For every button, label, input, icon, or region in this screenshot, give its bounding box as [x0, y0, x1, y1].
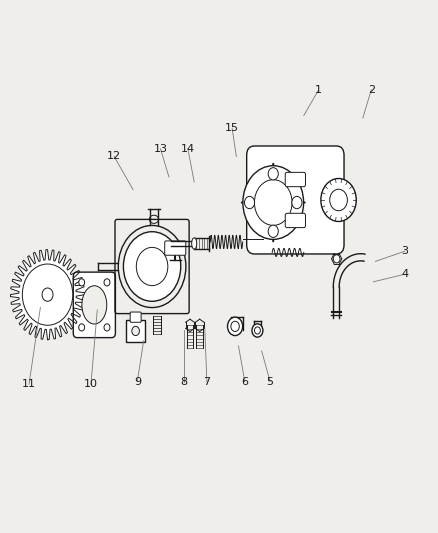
Circle shape: [227, 317, 242, 336]
Text: 13: 13: [153, 144, 167, 154]
FancyBboxPatch shape: [126, 320, 145, 342]
Circle shape: [131, 326, 139, 336]
Text: 1: 1: [314, 85, 321, 95]
Text: 7: 7: [203, 377, 210, 386]
FancyBboxPatch shape: [130, 312, 141, 322]
Circle shape: [332, 255, 339, 263]
Text: 11: 11: [22, 379, 36, 389]
Circle shape: [78, 324, 85, 331]
Text: 12: 12: [107, 151, 121, 161]
Circle shape: [230, 321, 239, 332]
Text: 2: 2: [367, 85, 374, 95]
Polygon shape: [11, 249, 85, 340]
Circle shape: [268, 225, 278, 237]
FancyBboxPatch shape: [246, 146, 343, 254]
Circle shape: [104, 279, 110, 286]
Text: 3: 3: [400, 246, 407, 256]
Circle shape: [268, 168, 278, 180]
Text: 6: 6: [241, 377, 248, 386]
Circle shape: [251, 324, 262, 337]
Ellipse shape: [191, 238, 196, 249]
Circle shape: [123, 232, 180, 301]
Circle shape: [254, 327, 260, 334]
FancyBboxPatch shape: [164, 241, 185, 255]
Ellipse shape: [82, 286, 106, 324]
FancyBboxPatch shape: [285, 213, 305, 228]
Text: 4: 4: [400, 269, 408, 279]
FancyBboxPatch shape: [73, 272, 115, 337]
Circle shape: [254, 180, 291, 225]
Circle shape: [244, 196, 254, 209]
Text: 15: 15: [225, 123, 239, 133]
Circle shape: [42, 288, 53, 301]
Circle shape: [136, 247, 167, 286]
Text: 14: 14: [180, 144, 194, 154]
Circle shape: [242, 166, 303, 239]
Text: 9: 9: [134, 377, 141, 386]
Text: 10: 10: [84, 379, 98, 389]
Circle shape: [320, 179, 356, 222]
Circle shape: [291, 196, 301, 209]
Text: 8: 8: [180, 377, 187, 386]
Text: 5: 5: [266, 377, 273, 386]
FancyBboxPatch shape: [285, 172, 305, 187]
Circle shape: [22, 264, 73, 325]
Circle shape: [329, 189, 346, 211]
Circle shape: [104, 324, 110, 331]
Circle shape: [78, 279, 85, 286]
